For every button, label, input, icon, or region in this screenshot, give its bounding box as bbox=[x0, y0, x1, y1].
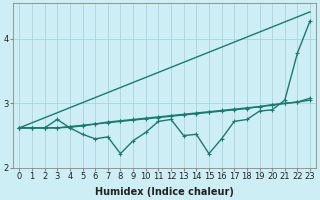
X-axis label: Humidex (Indice chaleur): Humidex (Indice chaleur) bbox=[95, 187, 234, 197]
